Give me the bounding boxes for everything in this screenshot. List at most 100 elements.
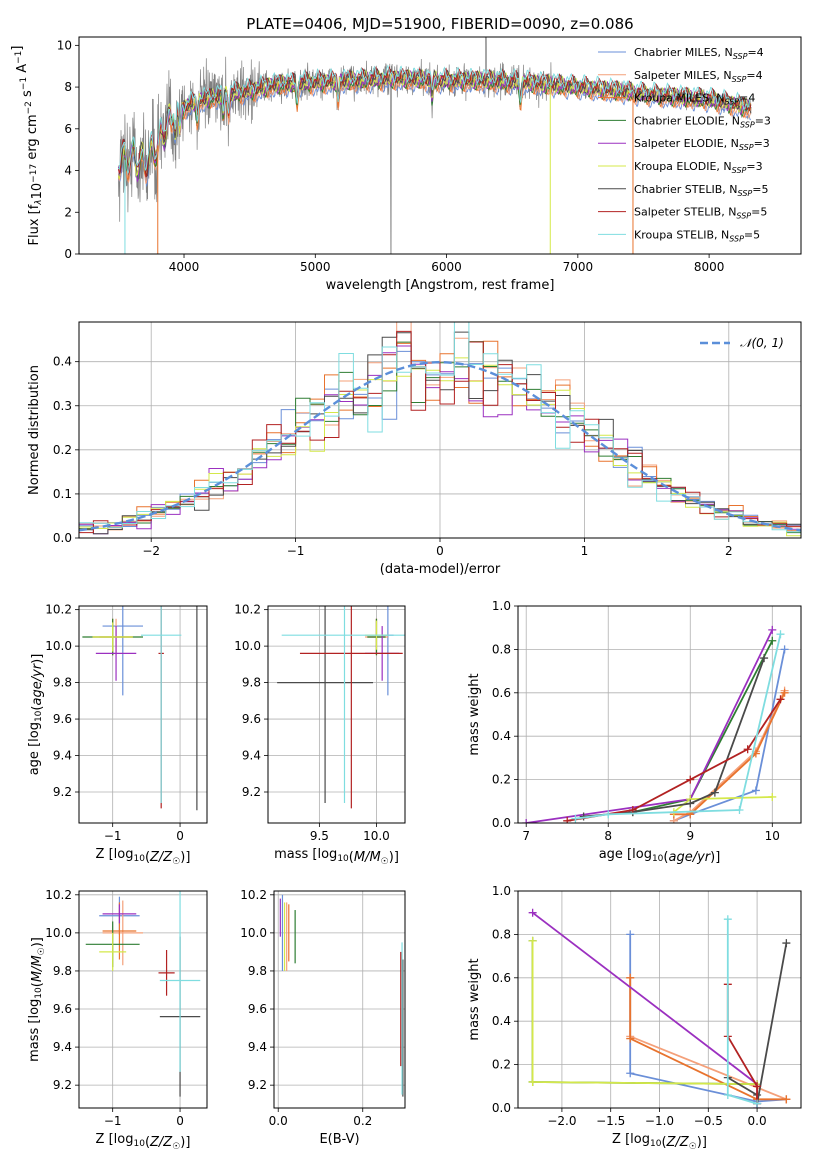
y-axis-label: mass weight — [467, 958, 482, 1040]
y-tick-label: 0 — [64, 247, 72, 261]
x-tick-label: 2 — [725, 544, 733, 558]
y-tick-label: 9.6 — [53, 712, 72, 726]
y-tick-label: 10.0 — [45, 926, 72, 940]
y-tick-label: 9.4 — [53, 1040, 72, 1054]
plot-area — [279, 894, 404, 1097]
legend-text: Kroupa MILES, N — [634, 92, 724, 105]
legend-subscript: SSP — [729, 234, 744, 243]
y-axis-label: Flux [fλ10−17 erg cm−2 s−1 A−1] — [10, 46, 45, 246]
label-subscript: ☉ — [172, 1142, 180, 1152]
x-axis-label: (data-model)/error — [380, 562, 501, 577]
series-marker — [710, 788, 719, 797]
series-marker — [723, 1090, 732, 1099]
y-tick-label: 9.8 — [248, 964, 267, 978]
label-fragment: Z [ — [612, 1132, 630, 1147]
series-marker — [686, 775, 695, 784]
label-fragment: mass [ — [27, 1019, 42, 1062]
errorbar-kroupa-stelib — [159, 891, 201, 1072]
panel-spectrum: 4000 5000 6000 7000 8000 0 2 4 6 8 10 wavelength [A… — [10, 36, 802, 293]
series-marker — [528, 1077, 537, 1086]
y-tick-label: 10.0 — [234, 639, 261, 653]
x-tick-label: −2.0 — [547, 1114, 576, 1128]
label-fragment: age [ — [27, 742, 42, 775]
legend-text: =3 — [754, 137, 770, 150]
legend-label-kroupa-miles: Kroupa MILES, NSSP=4 — [634, 92, 755, 107]
y-tick-label: 0.4 — [53, 355, 72, 369]
label-fragment: ) — [710, 850, 715, 865]
y-tick-label: 0.1 — [53, 487, 72, 501]
series-line — [673, 692, 786, 816]
label-fragment: age [ — [599, 847, 632, 862]
label-fragment: ) — [30, 659, 45, 664]
errorbar-chabrier-miles — [102, 606, 143, 696]
y-tick-label: 10.0 — [45, 639, 72, 653]
label-math: Z/Z — [149, 1135, 173, 1150]
x-tick-label: 0 — [436, 544, 444, 558]
plot-area — [117, 37, 752, 254]
errorbar-salpeter-stelib — [299, 606, 403, 809]
series-marker — [780, 645, 789, 654]
label-subscript: 10 — [34, 987, 44, 999]
legend-label-kroupa-elodie: Kroupa ELODIE, NSSP=3 — [634, 160, 763, 175]
y-tick-label: 8 — [64, 80, 72, 94]
panel-mass-vs-EBV: 0.0 0.2 9.2 9.4 9.6 9.8 10.0 10.2 E(B-V) — [240, 888, 406, 1147]
y-tick-label: 0.6 — [492, 686, 511, 700]
legend-subscript: SSP — [732, 75, 747, 84]
legend-text: Chabrier ELODIE, N — [634, 114, 740, 127]
model-spectrum-chabrier-stelib — [118, 67, 752, 178]
series-marker — [571, 814, 580, 823]
series-marker — [735, 805, 744, 814]
errorbar-salpeter-elodie — [102, 904, 137, 924]
label-fragment: mass weight — [467, 958, 482, 1040]
series-marker — [626, 1034, 635, 1043]
label-fragment: ( — [30, 706, 45, 711]
label-fragment: ) — [697, 1135, 702, 1150]
label-fragment: ] — [185, 1135, 190, 1150]
y-tick-label: 4 — [64, 164, 72, 178]
series-marker — [768, 625, 777, 634]
series-line — [673, 690, 786, 822]
x-tick-label: 4000 — [169, 260, 200, 274]
y-tick-label: 1.0 — [492, 884, 511, 898]
y-tick-label: 10.2 — [45, 603, 72, 617]
x-axis-label: E(B-V) — [319, 1132, 359, 1147]
label-fragment: 10 — [30, 183, 45, 200]
y-tick-label: 0.4 — [492, 729, 511, 743]
legend-label-salpeter-elodie: Salpeter ELODIE, NSSP=3 — [634, 137, 770, 152]
label-subscript: ☉ — [689, 1142, 697, 1152]
series-marker — [782, 939, 791, 948]
legend-subscript: SSP — [724, 98, 739, 107]
label-fragment: ] — [30, 937, 45, 942]
y-tick-label: 0.0 — [492, 816, 511, 830]
panel-mass-vs-Z: −1 09.29.49.69.810.010.2Z [log10(Z/Z☉)]ma… — [27, 888, 208, 1152]
x-tick-label: 0.0 — [748, 1114, 767, 1128]
label-math: Z/Z — [149, 850, 173, 865]
y-tick-label: 9.4 — [242, 749, 261, 763]
errorbar-salpeter-elodie — [95, 626, 137, 681]
series-marker — [604, 810, 613, 819]
series-marker — [686, 799, 695, 808]
legend-residuals: 𝒩(0, 1) — [700, 336, 784, 350]
label-math: age/yr — [30, 662, 45, 705]
legend-subscript: SSP — [733, 52, 748, 61]
series-marker — [723, 915, 732, 924]
panel-massweight-vs-Z: −2.0 −1.5 −1.0 −0.5 0.0 0.0 0.2 0.4 0.6 0.8 1.0 Z [… — [467, 884, 802, 1152]
y-axis-label: mass [log10(M/M☉)] — [27, 937, 47, 1062]
y-tick-label: 0.0 — [492, 1101, 511, 1115]
y-tick-label: 9.2 — [53, 1078, 72, 1092]
y-axis-label: age [log10(age/yr)] — [27, 654, 45, 776]
label-subscript: 10 — [337, 854, 349, 864]
y-tick-label: 10.2 — [45, 888, 72, 902]
label-superscript: −17 — [29, 164, 39, 183]
legend-label-salpeter-stelib: Salpeter STELIB, NSSP=5 — [634, 206, 767, 221]
series-marker — [528, 908, 537, 917]
label-fragment: E(B-V) — [319, 1132, 359, 1147]
panel-age-vs-mass: 9.5 10.0 9.2 9.4 9.6 9.8 10.0 10.2 mass [log10(M… — [234, 603, 406, 867]
x-tick-label: −1 — [104, 829, 122, 843]
label-fragment: ] — [10, 46, 25, 51]
x-tick-label: −2 — [142, 544, 160, 558]
y-tick-label: 6 — [64, 122, 72, 136]
x-tick-label: 7 — [522, 829, 530, 843]
series-marker — [760, 654, 769, 663]
axes-frame — [78, 890, 208, 1109]
